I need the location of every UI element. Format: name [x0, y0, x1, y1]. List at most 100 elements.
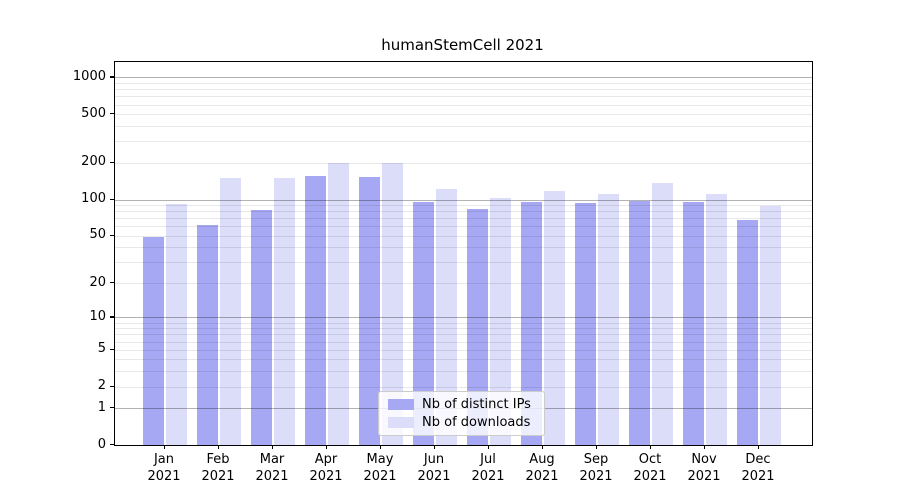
x-tick-month: Sep [583, 452, 609, 467]
minor-gridline [115, 104, 812, 106]
minor-gridline [115, 205, 812, 206]
x-tick-mark [650, 445, 652, 449]
x-tick-mark [758, 445, 760, 449]
y-tick-mark [110, 385, 114, 387]
x-tick-label: May 2021 [350, 451, 410, 485]
x-tick-mark [434, 445, 436, 449]
bar-downloads [706, 193, 727, 445]
legend-swatch-downloads-icon [388, 417, 414, 428]
y-tick-label: 1000 [72, 68, 106, 84]
bar-distinct-ips [575, 203, 596, 445]
bar-distinct-ips [683, 201, 704, 445]
minor-gridline [115, 126, 812, 128]
x-tick-year: 2021 [687, 469, 721, 484]
y-tick-label: 50 [89, 227, 106, 243]
minor-gridline [115, 359, 812, 361]
x-tick-label: Dec 2021 [728, 451, 788, 485]
y-tick-mark [110, 282, 114, 284]
bar-distinct-ips [629, 201, 650, 445]
y-tick-mark [110, 76, 114, 78]
bar-distinct-ips [521, 202, 542, 445]
y-tick-mark [110, 407, 114, 409]
x-tick-label: Jul 2021 [458, 451, 518, 485]
minor-gridline [115, 262, 812, 264]
minor-gridline [115, 247, 812, 249]
bar-distinct-ips [143, 236, 164, 445]
x-tick-year: 2021 [309, 469, 343, 484]
x-tick-mark [542, 445, 544, 449]
y-tick-mark [110, 198, 114, 200]
y-tick-label: 2 [97, 378, 106, 394]
y-tick-label: 1 [97, 399, 106, 415]
bar-downloads [328, 162, 349, 445]
bar-downloads [436, 188, 457, 445]
x-tick-label: Feb 2021 [188, 451, 248, 485]
legend-label-distinct-ips: Nb of distinct IPs [422, 397, 531, 412]
x-tick-mark [488, 445, 490, 449]
chart-title: humanStemCell 2021 [381, 36, 544, 54]
x-tick-month: Aug [529, 452, 555, 467]
x-tick-year: 2021 [741, 469, 775, 484]
bar-distinct-ips [197, 225, 218, 445]
bar-downloads [382, 162, 403, 445]
y-tick-mark [110, 444, 114, 446]
x-tick-month: Dec [745, 452, 771, 467]
y-tick-label: 500 [81, 105, 106, 121]
minor-gridline [115, 89, 812, 91]
bar-distinct-ips [737, 219, 758, 445]
bar-downloads [760, 206, 781, 445]
bar-distinct-ips [359, 177, 380, 445]
y-tick-mark [110, 234, 114, 236]
x-tick-label: Nov 2021 [674, 451, 734, 485]
x-tick-year: 2021 [201, 469, 235, 484]
x-tick-mark [218, 445, 220, 449]
x-tick-month: Mar [259, 452, 285, 467]
minor-gridline [115, 328, 812, 330]
minor-gridline [115, 83, 812, 84]
major-gridline [115, 317, 812, 319]
y-tick-label: 10 [89, 308, 106, 324]
minor-gridline [115, 211, 812, 213]
x-tick-label: Jan 2021 [134, 451, 194, 485]
x-tick-year: 2021 [147, 469, 181, 484]
minor-gridline [115, 341, 812, 343]
bar-distinct-ips [467, 208, 488, 445]
minor-gridline [115, 386, 812, 388]
minor-gridline [115, 162, 812, 164]
x-tick-mark [380, 445, 382, 449]
legend: Nb of distinct IPs Nb of downloads [378, 391, 545, 436]
x-tick-year: 2021 [471, 469, 505, 484]
bar-distinct-ips [251, 209, 272, 445]
bar-downloads [544, 191, 565, 445]
x-tick-month: Feb [206, 452, 230, 467]
minor-gridline [115, 283, 812, 284]
x-tick-mark [704, 445, 706, 449]
y-tick-mark [110, 113, 114, 115]
bar-distinct-ips [305, 175, 326, 445]
x-tick-label: Mar 2021 [242, 451, 302, 485]
bar-distinct-ips [413, 201, 434, 445]
bar-downloads [274, 178, 295, 445]
x-tick-label: Jun 2021 [404, 451, 464, 485]
bar-downloads [166, 203, 187, 445]
x-tick-month: Apr [314, 452, 338, 467]
y-tick-mark [110, 161, 114, 164]
y-tick-label: 200 [81, 154, 106, 170]
minor-gridline [115, 226, 812, 228]
x-tick-label: Sep 2021 [566, 451, 626, 485]
plot-area [114, 61, 813, 446]
x-tick-month: Jan [153, 452, 175, 467]
x-tick-year: 2021 [363, 469, 397, 484]
legend-swatch-distinct-ips-icon [388, 399, 414, 410]
x-tick-month: May [366, 452, 394, 467]
x-tick-mark [596, 445, 598, 449]
y-tick-mark [110, 348, 114, 350]
bar-downloads [490, 197, 511, 445]
bar-downloads [598, 193, 619, 445]
minor-gridline [115, 334, 812, 336]
y-tick-label: 20 [89, 274, 106, 290]
x-tick-month: Jul [480, 452, 496, 467]
x-tick-year: 2021 [255, 469, 289, 484]
x-tick-year: 2021 [417, 469, 451, 484]
